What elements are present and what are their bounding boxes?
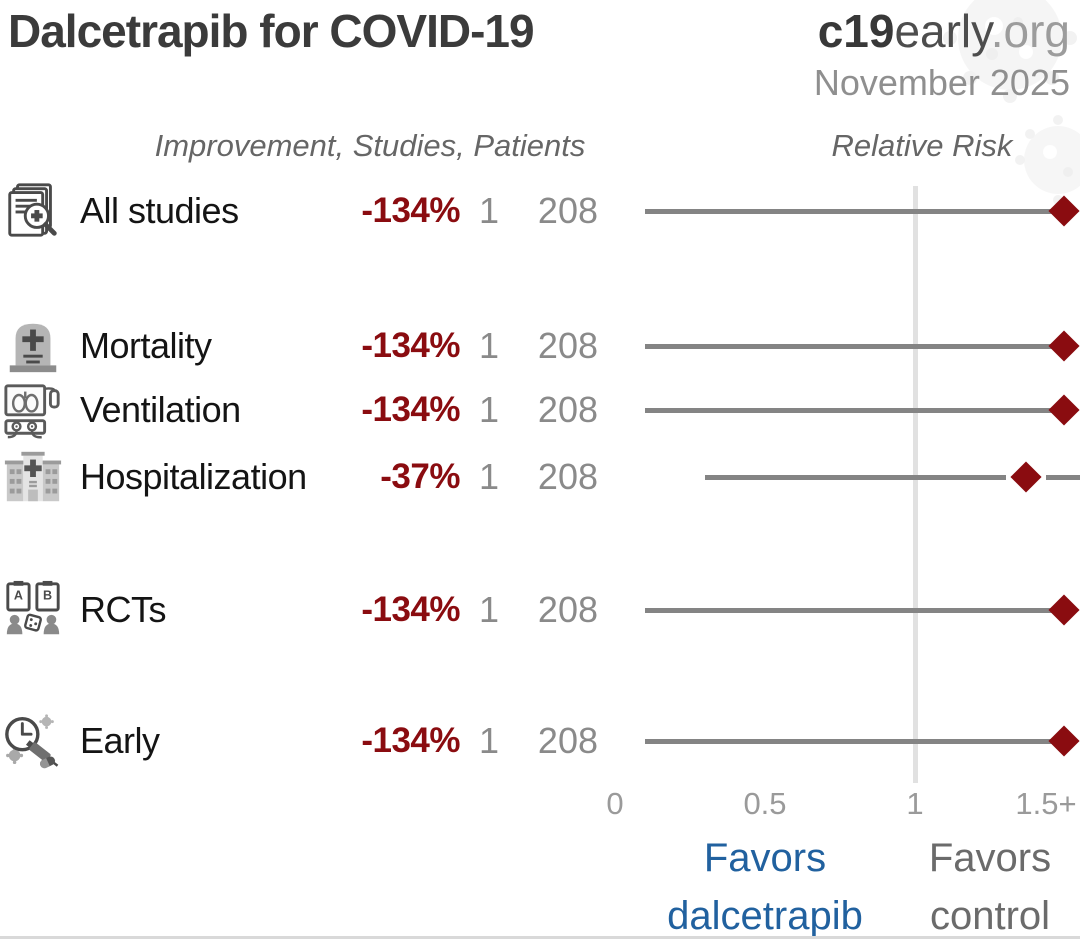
table-row: Ventilation -134% 1 208 — [0, 377, 612, 443]
row-label: Early — [80, 720, 160, 761]
ci-line — [645, 739, 1064, 744]
patients-count: 208 — [537, 389, 598, 430]
ventilation-icon — [2, 379, 64, 441]
effect-diamond — [1010, 461, 1042, 493]
mortality-icon — [2, 315, 64, 377]
effect-diamond — [1047, 594, 1080, 626]
patients-count: 208 — [537, 456, 598, 497]
ci-line — [645, 408, 1064, 413]
favors-control-label: Favors control — [928, 836, 1052, 938]
rcts-icon — [2, 579, 64, 641]
row-label: Mortality — [80, 325, 212, 366]
improvement-value: -37% — [380, 457, 460, 496]
improvement-value: -134% — [361, 721, 460, 760]
axis-tick: 0 — [606, 786, 624, 821]
table-row: RCTs -134% 1 208 — [0, 577, 612, 643]
studies-count: 1 — [478, 389, 500, 430]
all-studies-icon — [2, 180, 64, 242]
brand-bold: c19 — [817, 5, 895, 57]
studies-count: 1 — [478, 720, 500, 761]
effect-diamond — [1047, 394, 1080, 426]
patients-count: 208 — [537, 190, 598, 231]
early-icon — [2, 710, 64, 772]
row-label: RCTs — [80, 589, 167, 630]
effect-diamond — [1047, 330, 1080, 362]
page-title: Dalcetrapib for COVID-19 — [8, 5, 535, 57]
favors-treatment-label: Favors dalcetrapib — [667, 836, 863, 938]
ci-line — [705, 475, 1006, 480]
report-date: November 2025 — [813, 62, 1070, 103]
ci-line — [645, 608, 1064, 613]
studies-count: 1 — [478, 190, 500, 231]
studies-count: 1 — [478, 456, 500, 497]
patients-count: 208 — [537, 720, 598, 761]
studies-count: 1 — [478, 325, 500, 366]
brand-mid: early — [894, 5, 991, 57]
improvement-value: -134% — [361, 590, 460, 629]
patients-count: 208 — [537, 325, 598, 366]
studies-count: 1 — [478, 589, 500, 630]
ci-line — [645, 209, 1064, 214]
table-row: Mortality -134% 1 208 — [0, 313, 612, 379]
table-row: Early -134% 1 208 — [0, 708, 612, 774]
improvement-value: -134% — [361, 390, 460, 429]
brand-suffix: .org — [990, 5, 1070, 57]
axis-tick: 0.5 — [743, 786, 787, 821]
right-column-header: Relative Risk — [831, 128, 1013, 163]
improvement-value: -134% — [361, 326, 460, 365]
row-label: Hospitalization — [80, 456, 307, 497]
reference-line — [913, 186, 918, 783]
row-label: Ventilation — [80, 389, 241, 430]
left-column-header: Improvement, Studies, Patients — [154, 128, 586, 163]
ci-line — [645, 344, 1064, 349]
site-logo[interactable]: c19early.org — [818, 4, 1070, 58]
axis-tick: 1 — [906, 786, 924, 821]
row-label: All studies — [80, 190, 239, 231]
effect-diamond — [1047, 725, 1080, 757]
hospitalization-icon — [2, 446, 64, 508]
improvement-value: -134% — [361, 191, 460, 230]
table-row: All studies -134% 1 208 — [0, 178, 612, 244]
ci-line — [1046, 475, 1080, 480]
axis-tick: 1.5+ — [1015, 786, 1077, 821]
table-row: Hospitalization -37% 1 208 — [0, 444, 612, 510]
patients-count: 208 — [537, 589, 598, 630]
